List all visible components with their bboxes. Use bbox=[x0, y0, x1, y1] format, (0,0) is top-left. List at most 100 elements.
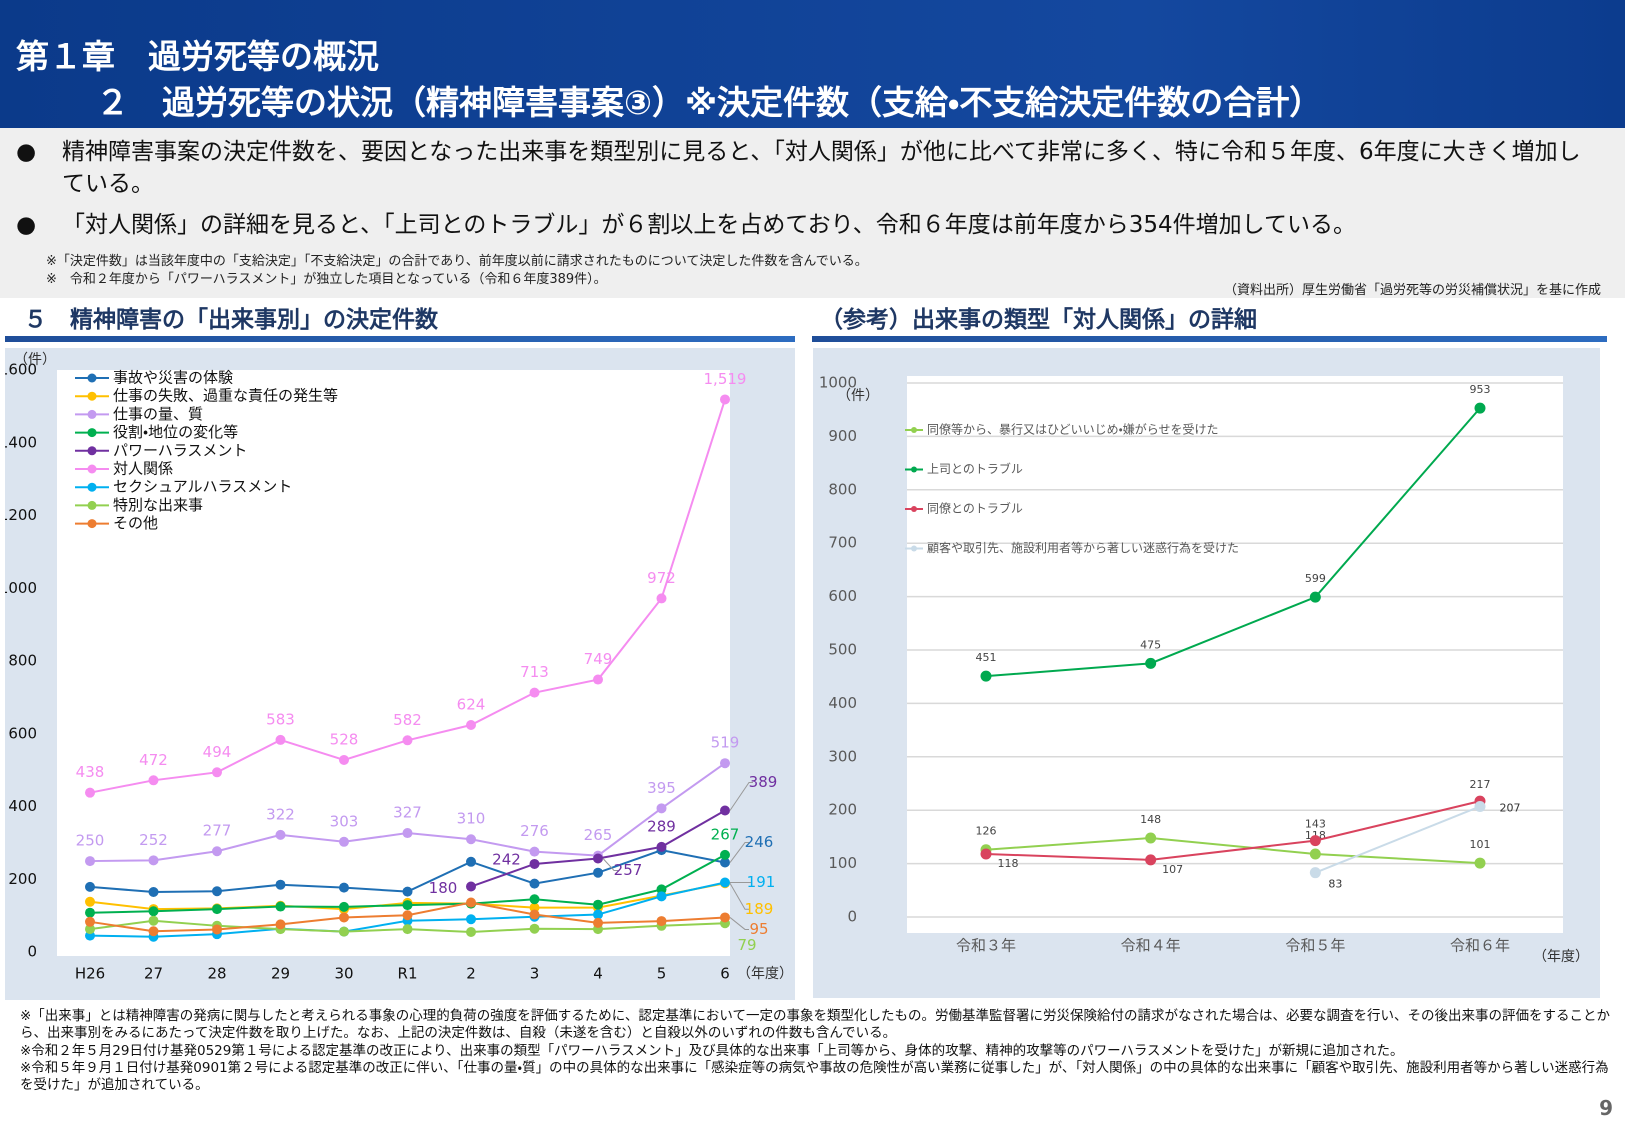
data-point bbox=[402, 828, 413, 839]
data-label: 191 bbox=[747, 873, 776, 891]
x-tick-label: 令和４年 bbox=[1121, 937, 1181, 955]
chart: 0 200 400 600 800 1000 1200 1400 1600 H26 27 28 29 30… bbox=[5, 348, 795, 1000]
x-tick-label: 27 bbox=[144, 965, 163, 983]
data-label: 276 bbox=[520, 822, 549, 840]
y-tick-label: 800 bbox=[828, 480, 857, 498]
data-point bbox=[339, 754, 349, 765]
legend-label: 同僚とのトラブル bbox=[927, 501, 1023, 516]
data-point bbox=[720, 912, 730, 923]
data-point bbox=[1309, 835, 1321, 847]
data-label: 126 bbox=[976, 825, 997, 838]
data-point bbox=[656, 593, 667, 604]
legend-label: 事故や災害の体験 bbox=[113, 369, 233, 387]
legend-swatch bbox=[87, 409, 97, 419]
data-label: 475 bbox=[1140, 638, 1161, 651]
legend-label: 同僚等から、暴行又はひどいいじめ・嫌がらせを受けた bbox=[927, 422, 1218, 437]
data-label: 395 bbox=[647, 779, 676, 797]
section-bar bbox=[5, 336, 795, 342]
data-label: 189 bbox=[745, 900, 774, 918]
data-label: 257 bbox=[614, 861, 643, 879]
data-point bbox=[275, 901, 286, 912]
data-label: 107 bbox=[1162, 863, 1183, 876]
legend-swatch bbox=[87, 391, 97, 401]
legend-label: パワーハラスメント bbox=[113, 441, 247, 459]
data-label: 327 bbox=[393, 804, 422, 822]
data-point bbox=[1474, 800, 1486, 812]
chart: 0 100 200 300 400 500 600 700 800 900 1000 令和３年 令和４年… bbox=[813, 348, 1600, 998]
x-tick-label: 30 bbox=[334, 965, 353, 983]
data-label: 519 bbox=[711, 734, 740, 752]
data-label: 582 bbox=[393, 711, 422, 729]
data-point bbox=[275, 829, 286, 840]
data-point bbox=[656, 916, 667, 927]
x-tick-label: 3 bbox=[530, 965, 540, 983]
y-tick-label: 800 bbox=[8, 652, 37, 670]
data-point bbox=[529, 923, 540, 934]
x-tick-label: 6 bbox=[720, 965, 730, 983]
data-label: 713 bbox=[520, 663, 549, 681]
data-point bbox=[212, 886, 222, 897]
x-tick-label: 令和３年 bbox=[956, 937, 1016, 955]
y-tick-label: 1600 bbox=[5, 361, 37, 379]
data-point bbox=[466, 834, 476, 845]
source: （資料出所）厚生労働省「過労死等の労災補償状況」を基に作成 bbox=[1223, 283, 1601, 298]
data-point bbox=[529, 687, 540, 698]
series-line bbox=[985, 800, 1481, 861]
data-point bbox=[1474, 857, 1486, 869]
data-point bbox=[148, 855, 159, 866]
data-point bbox=[980, 670, 992, 682]
leader-line bbox=[602, 858, 618, 872]
y-tick-label: 200 bbox=[8, 870, 37, 888]
data-point bbox=[212, 767, 222, 778]
data-point bbox=[720, 758, 730, 769]
data-point bbox=[529, 894, 540, 905]
data-point bbox=[1309, 867, 1321, 879]
data-point bbox=[593, 917, 603, 928]
data-label: 277 bbox=[203, 822, 232, 840]
legend-swatch bbox=[87, 446, 97, 456]
data-point bbox=[1309, 848, 1321, 860]
data-point bbox=[85, 881, 95, 892]
data-point bbox=[593, 867, 603, 878]
y-tick-label: 0 bbox=[27, 943, 37, 961]
legend-swatch bbox=[911, 466, 917, 473]
y-tick-label: 0 bbox=[847, 908, 857, 926]
title: ２ 過労死等の状況（精神障害事案③）※決定件数（支給・不支給決定件数の合計） bbox=[96, 83, 1323, 122]
data-label: 118 bbox=[998, 857, 1019, 870]
leader-line bbox=[729, 917, 749, 930]
series-line bbox=[1314, 805, 1481, 874]
leader-line bbox=[729, 842, 749, 863]
data-point bbox=[1145, 854, 1157, 866]
data-point bbox=[466, 720, 476, 731]
data-label: 599 bbox=[1305, 572, 1326, 585]
data-label: 472 bbox=[139, 751, 168, 769]
data-point bbox=[529, 878, 540, 889]
data-point bbox=[148, 926, 159, 937]
data-point bbox=[980, 848, 992, 860]
y-tick-label: 400 bbox=[8, 797, 37, 815]
data-point bbox=[85, 907, 95, 918]
data-point bbox=[1145, 657, 1157, 669]
data-point bbox=[466, 914, 476, 925]
data-point bbox=[148, 906, 159, 917]
data-label: 242 bbox=[492, 850, 521, 868]
x-unit: （年度） bbox=[737, 966, 793, 982]
data-point bbox=[1474, 402, 1486, 414]
data-point bbox=[656, 803, 667, 814]
data-point bbox=[275, 879, 286, 890]
legend-label: その他 bbox=[113, 514, 158, 532]
y-unit: （件） bbox=[837, 388, 879, 404]
y-tick-label: 400 bbox=[828, 694, 857, 712]
data-label: 217 bbox=[1470, 778, 1491, 791]
section-title: （参考）出来事の類型「対人関係」の詳細 bbox=[820, 307, 1257, 333]
data-point bbox=[1309, 591, 1321, 603]
data-label: 972 bbox=[647, 569, 676, 587]
data-point bbox=[339, 882, 349, 893]
x-tick-label: 令和６年 bbox=[1450, 937, 1510, 955]
header: 第１章 過労死等の概況 ２ 過労死等の状況（精神障害事案③）※決定件数（支給・不… bbox=[0, 0, 1625, 128]
data-point bbox=[656, 841, 667, 852]
bullet: 「対人関係」の詳細を見ると、「上司とのトラブル」が６割以上を占めており、令和６年… bbox=[16, 209, 1602, 241]
y-tick-label: 900 bbox=[828, 427, 857, 445]
legend-label: 顧客や取引先、施設利用者等から著しい迷惑行為を受けた bbox=[927, 541, 1239, 555]
